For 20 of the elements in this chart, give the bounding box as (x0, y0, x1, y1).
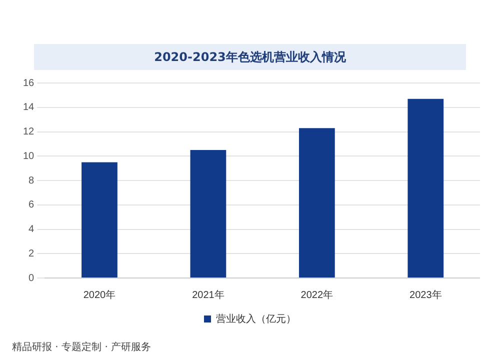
bar (190, 150, 226, 278)
y-tick-label: 0 (28, 272, 35, 284)
x-tick-label: 2020年 (83, 288, 116, 301)
y-tick-label: 2 (28, 248, 35, 260)
x-tick-label: 2023年 (410, 288, 442, 301)
x-tick-label: 2021年 (192, 288, 224, 301)
chart-title: 2020-2023年色选机营业收入情况 (34, 44, 466, 70)
text: 精品研报 · 专题定制 · 产研服务 (12, 340, 152, 354)
y-tick-label: 12 (23, 126, 35, 138)
y-tick-label: 16 (23, 78, 35, 89)
y-tick-label: 4 (28, 224, 35, 235)
legend-label: 营业收入（亿元） (216, 312, 296, 325)
y-tick-label: 6 (28, 200, 35, 211)
y-tick-label: 10 (23, 150, 35, 162)
y-tick-label: 14 (23, 102, 35, 114)
x-tick-label: 2022年 (300, 288, 334, 301)
bar (82, 162, 118, 278)
bar (298, 128, 335, 278)
y-tick-label: 8 (28, 175, 35, 186)
bar (408, 98, 444, 278)
